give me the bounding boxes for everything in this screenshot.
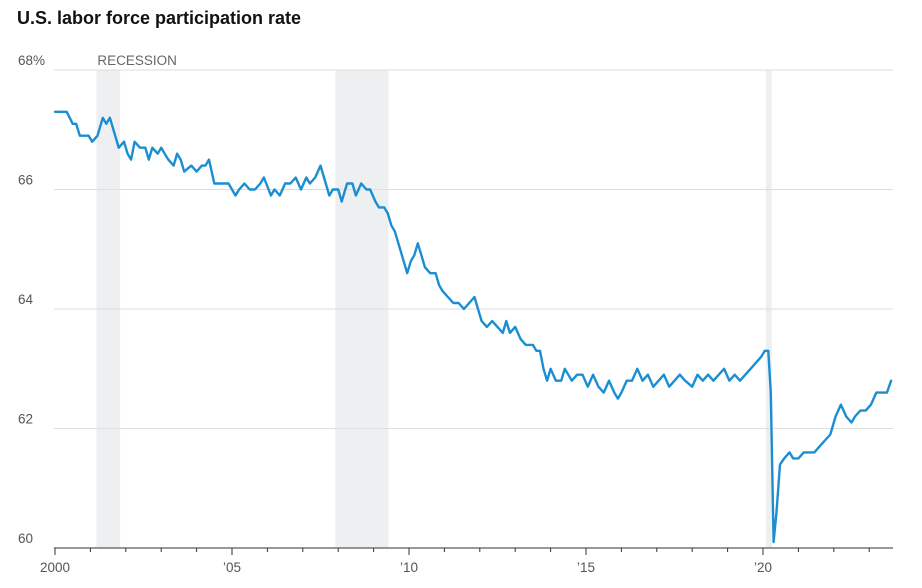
y-tick-label: 66 xyxy=(18,173,33,188)
gridlines xyxy=(54,69,893,549)
x-tick-label: ’15 xyxy=(577,560,595,575)
y-tick-label: 62 xyxy=(18,412,33,427)
recession-label: RECESSION xyxy=(97,53,177,68)
y-tick-label: 68% xyxy=(18,53,45,68)
series-layer xyxy=(53,110,893,544)
y-tick-label: 60 xyxy=(18,531,33,546)
x-tick-label: ’10 xyxy=(400,560,418,575)
x-tick-label: ’20 xyxy=(754,560,772,575)
y-tick-label: 64 xyxy=(18,292,34,307)
x-tick-label: 2000 xyxy=(40,560,70,575)
y-axis: 68% 66 64 62 60 xyxy=(18,53,45,546)
x-axis: 2000 ’05 ’10 ’15 ’20 xyxy=(40,548,870,575)
x-tick-label: ’05 xyxy=(223,560,241,575)
chart-title: U.S. labor force participation rate xyxy=(17,8,302,28)
series-line-1 xyxy=(53,110,893,544)
